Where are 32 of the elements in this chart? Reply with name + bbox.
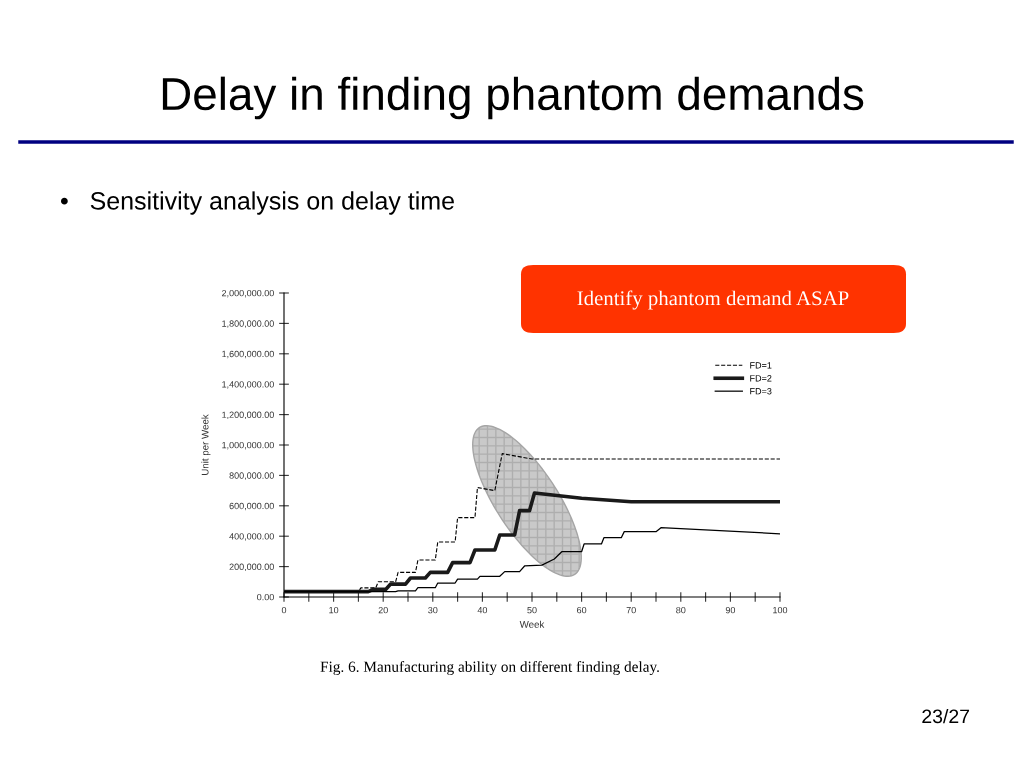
legend-label: FD=2 bbox=[750, 375, 772, 382]
chart-title: Delay in finding phantom demands bbox=[162, 76, 864, 120]
x-axis-title: Week bbox=[519, 620, 545, 628]
y-tick-label: 0.00 bbox=[257, 593, 274, 601]
y-tick-label: 1,000,000.00 bbox=[222, 441, 274, 450]
x-tick-label: 40 bbox=[477, 606, 488, 614]
y-axis-title: Unit per Week bbox=[201, 414, 211, 475]
x-tick-label: 100 bbox=[773, 606, 788, 614]
y-tick-label: 1,400,000.00 bbox=[222, 381, 274, 389]
x-tick-label: 70 bbox=[626, 606, 636, 614]
y-tick-label: 1,600,000.00 bbox=[222, 350, 274, 359]
text: 23/27 bbox=[922, 708, 970, 724]
y-tick-label: 1,200,000.00 bbox=[222, 411, 274, 420]
y-tick-label: 400,000.00 bbox=[229, 533, 274, 541]
x-tick-label: 80 bbox=[676, 606, 686, 614]
x-tick-label: 50 bbox=[527, 606, 537, 614]
y-tick-label: 600,000.00 bbox=[229, 502, 274, 511]
legend-label: FD=3 bbox=[750, 388, 772, 395]
x-tick-label: 60 bbox=[577, 606, 587, 614]
chart-subtitle: • Sensitivity analysis on delay time bbox=[60, 191, 454, 215]
y-tick-label: 1,800,000.00 bbox=[222, 320, 274, 328]
legend-label: FD=1 bbox=[750, 362, 772, 369]
y-tick-label: 800,000.00 bbox=[229, 472, 274, 480]
x-tick-label: 0 bbox=[281, 606, 287, 614]
x-tick-label: 20 bbox=[378, 606, 388, 614]
y-tick-label: 2,000,000.00 bbox=[222, 289, 274, 298]
caption: Fig. 6. Manufacturing ability on different finding delay. bbox=[320, 660, 659, 676]
x-tick-label: 10 bbox=[329, 606, 339, 614]
annotation: Identify phantom demand ASAP bbox=[577, 290, 849, 310]
x-tick-label: 90 bbox=[725, 606, 736, 614]
x-tick-label: 30 bbox=[428, 606, 438, 614]
y-tick-label: 200,000.00 bbox=[229, 563, 274, 572]
